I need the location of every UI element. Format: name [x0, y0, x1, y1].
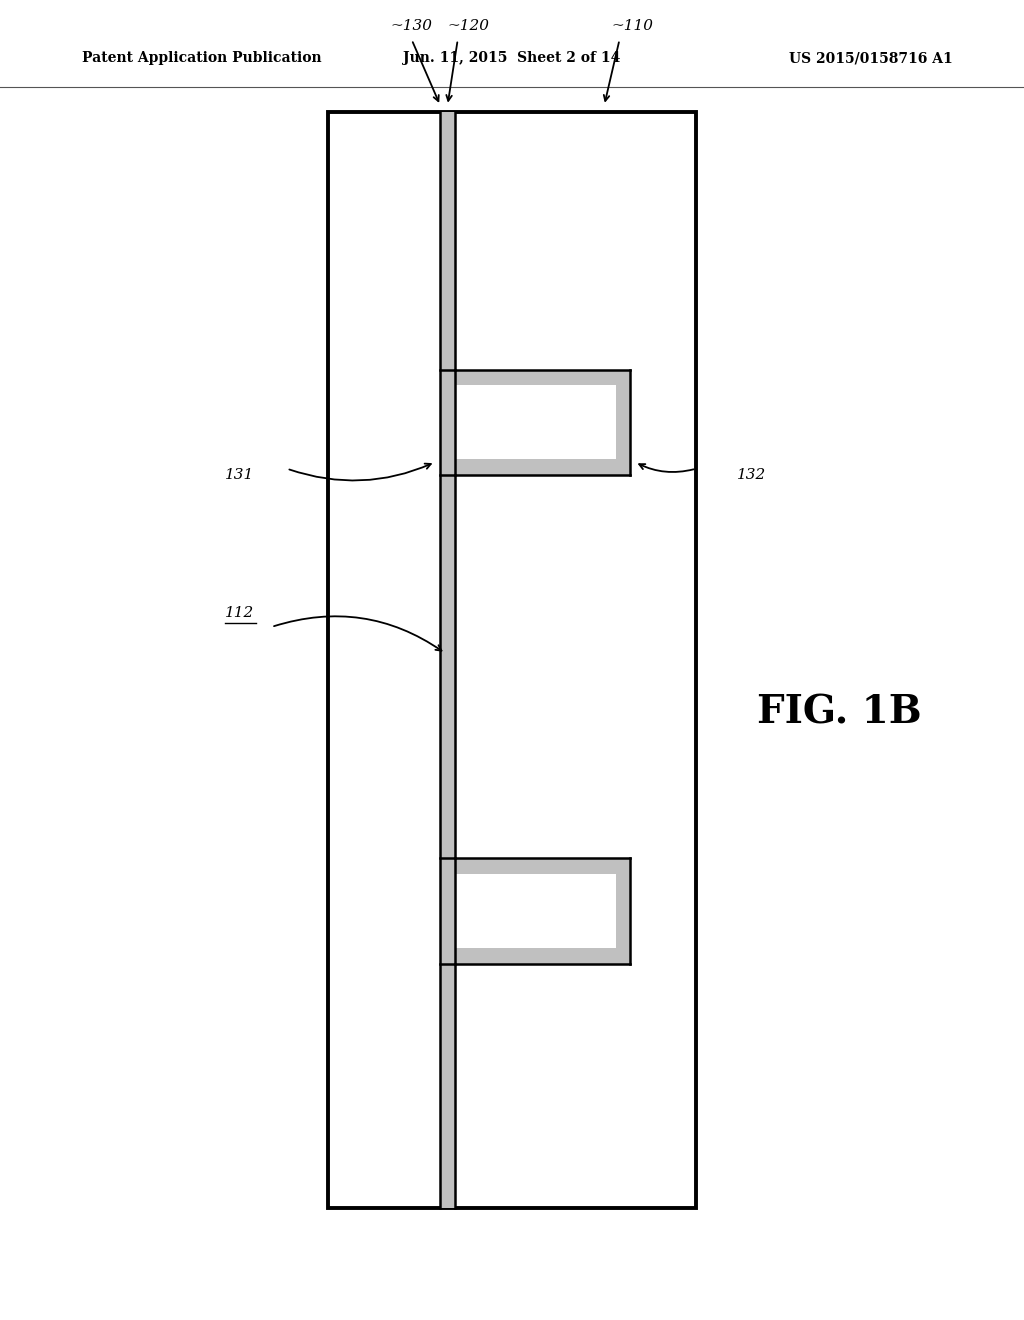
Bar	[455, 459, 630, 475]
Bar	[455, 858, 630, 964]
Bar	[455, 370, 630, 475]
Text: ~130: ~130	[390, 18, 433, 33]
Text: ~120: ~120	[446, 18, 489, 33]
Bar	[455, 948, 630, 964]
Bar	[455, 370, 630, 385]
Text: 112: 112	[225, 606, 255, 620]
Text: Jun. 11, 2015  Sheet 2 of 14: Jun. 11, 2015 Sheet 2 of 14	[403, 51, 621, 66]
Text: Patent Application Publication: Patent Application Publication	[82, 51, 322, 66]
Text: US 2015/0158716 A1: US 2015/0158716 A1	[788, 51, 952, 66]
Bar	[328, 112, 696, 1208]
Bar	[440, 112, 455, 1208]
Bar	[616, 370, 630, 475]
Text: ~110: ~110	[611, 18, 654, 33]
Bar	[616, 858, 630, 964]
Bar	[441, 112, 455, 1208]
Bar	[455, 858, 630, 874]
Text: FIG. 1B: FIG. 1B	[758, 694, 922, 731]
Text: 131: 131	[225, 469, 255, 482]
Text: 132: 132	[737, 469, 767, 482]
